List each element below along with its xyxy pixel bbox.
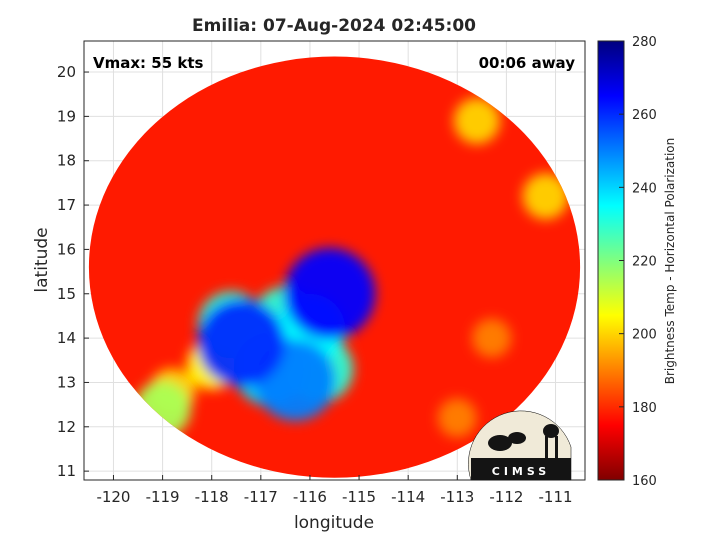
chart-title: Emilia: 07-Aug-2024 02:45:00 (192, 16, 476, 36)
colorbar-tick-label: 220 (632, 255, 657, 270)
colorbar-tick-label: 180 (632, 401, 657, 416)
brightness-features (134, 97, 569, 438)
x-tick-label: -113 (440, 488, 474, 506)
x-axis-label: longitude (294, 513, 374, 533)
x-tick-label: -111 (539, 488, 573, 506)
y-tick-label: 16 (57, 240, 76, 258)
vmax-annotation: Vmax: 55 kts (93, 54, 203, 72)
x-tick-label: -114 (391, 488, 425, 506)
y-tick-label: 11 (57, 462, 76, 480)
brightness-feature (522, 173, 569, 220)
colorbar-tick-label: 280 (632, 35, 657, 50)
x-tick-label: -115 (342, 488, 376, 506)
y-tick-label: 12 (57, 418, 76, 436)
brightness-feature (197, 298, 286, 387)
y-tick-label: 18 (57, 152, 76, 170)
y-tick-label: 19 (57, 107, 76, 125)
y-tick-label: 14 (57, 329, 76, 347)
brightness-feature (283, 248, 376, 340)
plot-frame (83, 40, 586, 481)
brightness-feature (437, 398, 477, 438)
y-tick-label: 13 (57, 373, 76, 391)
axis-ticks: -120 -119 -118 -117 -116 -115 -114 -113 -112 -111… (57, 63, 573, 506)
time-away-annotation: 00:06 away (479, 54, 576, 72)
x-tick-label: -117 (244, 488, 278, 506)
brightness-feature (472, 318, 512, 358)
colorbar-ticks: 160 180 200 220 240 260 280 (619, 35, 657, 489)
colorbar-tick-label: 200 (632, 328, 657, 343)
colorbar-tick-label: 240 (632, 181, 657, 196)
x-tick-label: -116 (293, 488, 327, 506)
brightness-feature (453, 97, 500, 144)
x-tick-label: -120 (96, 488, 130, 506)
x-tick-label: -118 (195, 488, 229, 506)
y-axis-label: latitude (32, 227, 52, 292)
colorbar-tick-label: 160 (632, 474, 657, 489)
x-tick-label: -119 (146, 488, 180, 506)
x-tick-label: -112 (489, 488, 523, 506)
y-tick-label: 17 (57, 196, 76, 214)
cimss-logo: CIMSS (468, 410, 572, 481)
colorbar-label: Brightness Temp - Horizontal Polarizatio… (663, 138, 677, 385)
y-tick-label: 20 (57, 63, 76, 81)
colorbar-tick-label: 260 (632, 108, 657, 123)
logo-text: CIMSS (492, 465, 550, 478)
y-tick-label: 15 (57, 285, 76, 303)
